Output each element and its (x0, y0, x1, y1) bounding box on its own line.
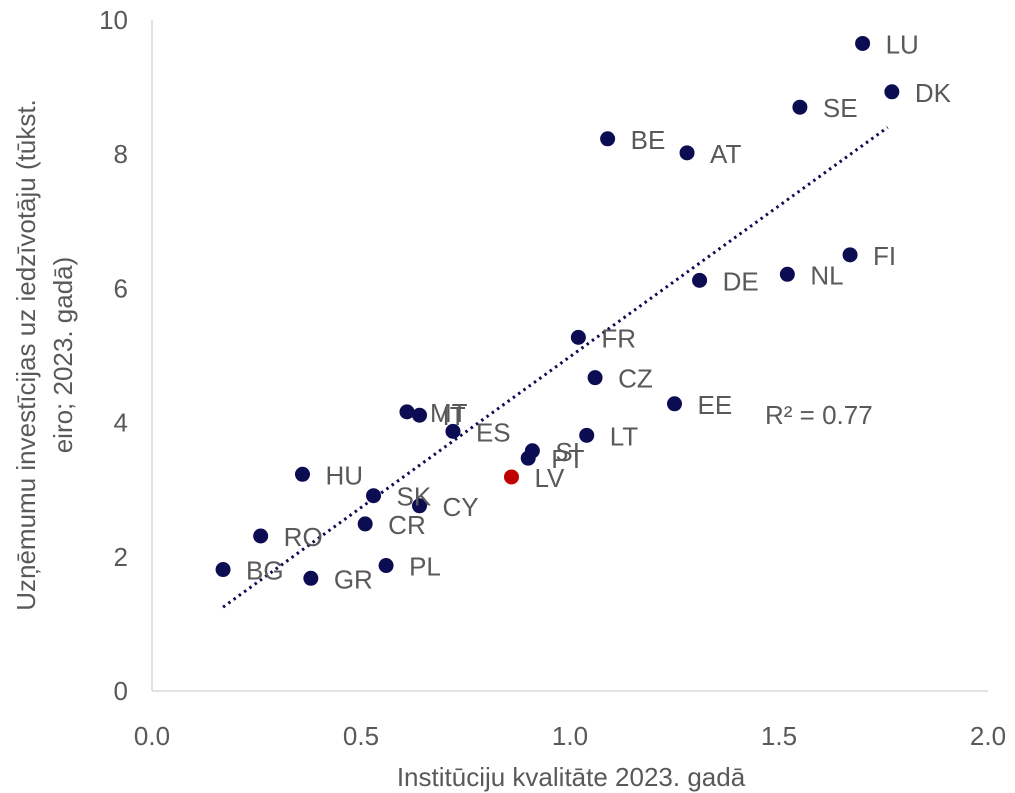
data-point-fr (570, 329, 586, 345)
point-label-ro: RO (284, 522, 323, 552)
x-tick-label: 0.5 (343, 721, 379, 751)
point-label-lu: LU (886, 29, 919, 59)
data-point-dk (884, 84, 900, 100)
axes (151, 20, 988, 692)
x-tick-label: 0.0 (134, 721, 170, 751)
data-point-be (600, 131, 616, 147)
point-label-fi: FI (873, 241, 896, 271)
point-label-de: DE (723, 266, 759, 296)
y-tick-labels: 0 2 4 6 8 10 (99, 5, 128, 706)
point-label-lt: LT (610, 421, 639, 451)
y-tick-label: 6 (114, 273, 128, 303)
data-point-lt (579, 427, 595, 443)
x-tick-label: 1.5 (761, 721, 797, 751)
data-point-mt (399, 404, 415, 420)
y-tick-label: 2 (114, 542, 128, 572)
data-point-fi (842, 247, 858, 263)
point-label-it: IT (443, 401, 466, 431)
y-axis-title-line-2: eiro; 2023. gadā) (48, 257, 78, 454)
point-label-hu: HU (325, 460, 363, 490)
point-label-sk: SK (397, 482, 432, 512)
data-point-lv (503, 469, 519, 485)
point-label-gr: GR (334, 564, 373, 594)
data-point-it (412, 407, 428, 423)
data-point-se (792, 99, 808, 115)
data-point-pt (520, 450, 536, 466)
point-label-lv: LV (534, 463, 565, 493)
data-point-lu (855, 35, 871, 51)
point-label-pt: PT (551, 444, 584, 474)
x-tick-labels: 0.0 0.5 1.0 1.5 2.0 (134, 721, 1006, 751)
r-squared-label: R² = 0.77 (765, 400, 873, 430)
data-point-sk (366, 488, 382, 504)
point-label-pl: PL (409, 552, 441, 582)
data-point-es (445, 423, 461, 439)
x-tick-label: 2.0 (970, 721, 1006, 751)
point-label-cr: CR (388, 510, 426, 540)
data-point-pl (378, 558, 394, 574)
data-point-cy (412, 498, 428, 514)
y-axis-title-line-1: Uzņēmumu investīcijas uz iedzīvotāju (tū… (11, 99, 41, 611)
point-label-mt: MT (430, 398, 468, 428)
data-point-bg (215, 562, 231, 578)
y-tick-label: 10 (99, 5, 128, 35)
data-point-nl (779, 266, 795, 282)
data-point-at (679, 145, 695, 161)
point-label-bg: BG (246, 556, 284, 586)
x-tick-label: 1.0 (552, 721, 588, 751)
y-tick-label: 4 (114, 408, 128, 438)
point-label-fr: FR (601, 323, 636, 353)
point-label-ee: EE (698, 390, 733, 420)
data-point-ee (667, 396, 682, 412)
point-label-cz: CZ (618, 364, 653, 394)
data-point-cz (587, 370, 603, 386)
point-label-dk: DK (915, 78, 952, 108)
point-label-si: SI (555, 437, 580, 467)
y-tick-label: 8 (114, 139, 128, 169)
data-point-gr (303, 570, 319, 586)
x-axis-title: Institūciju kvalitāte 2023. gadā (397, 762, 746, 792)
point-label-be: BE (631, 125, 666, 155)
point-label-se: SE (823, 93, 858, 123)
data-points (215, 35, 900, 586)
point-label-cy: CY (443, 492, 479, 522)
data-point-cr (357, 516, 373, 532)
point-label-es: ES (476, 417, 511, 447)
data-point-hu (294, 466, 310, 482)
point-label-at: AT (710, 139, 741, 169)
data-point-de (692, 272, 708, 288)
point-label-nl: NL (810, 260, 843, 290)
data-point-ro (253, 528, 269, 544)
trendline (222, 126, 889, 609)
y-tick-label: 0 (114, 676, 128, 706)
